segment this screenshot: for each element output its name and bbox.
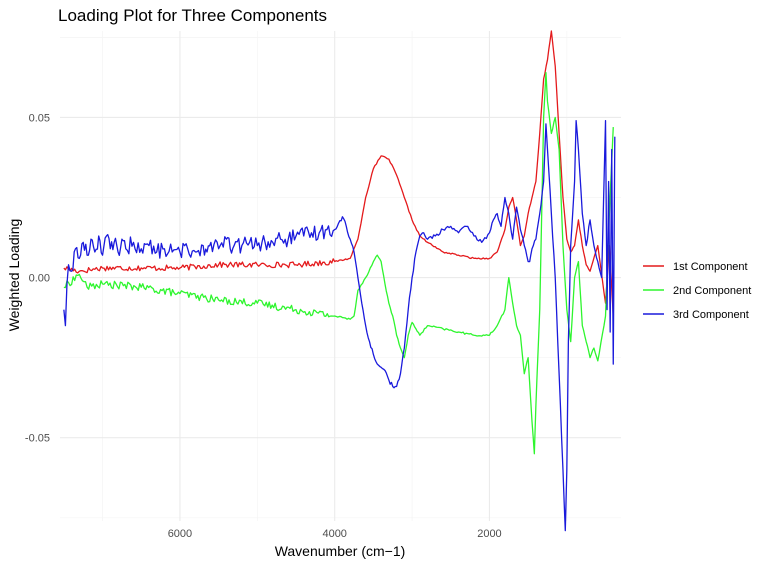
x-tick-label: 2000 — [477, 528, 501, 540]
y-tick-label: 0.05 — [29, 112, 50, 124]
x-axis-ticks: 6000 4000 2000 — [168, 528, 502, 540]
legend: 1st Component 2nd Component 3rd Component — [643, 261, 751, 321]
legend-label: 3rd Component — [673, 309, 749, 321]
series-line-2 — [63, 71, 614, 455]
x-axis-label: Wavenumber (cm−1) — [275, 543, 406, 559]
plot-grid — [60, 31, 621, 521]
series-layer — [63, 30, 616, 532]
y-tick-label: 0.00 — [29, 273, 50, 285]
y-tick-label: -0.05 — [25, 433, 50, 445]
chart-title: Loading Plot for Three Components — [58, 6, 327, 25]
legend-label: 1st Component — [673, 261, 748, 273]
legend-label: 2nd Component — [673, 285, 751, 297]
x-tick-label: 4000 — [322, 528, 346, 540]
y-axis-ticks: -0.05 0.00 0.05 — [25, 112, 50, 444]
series-line-1 — [63, 30, 614, 317]
y-axis-label: Weighted Loading — [6, 219, 22, 332]
x-tick-label: 6000 — [168, 528, 192, 540]
series-line-3 — [63, 120, 616, 532]
